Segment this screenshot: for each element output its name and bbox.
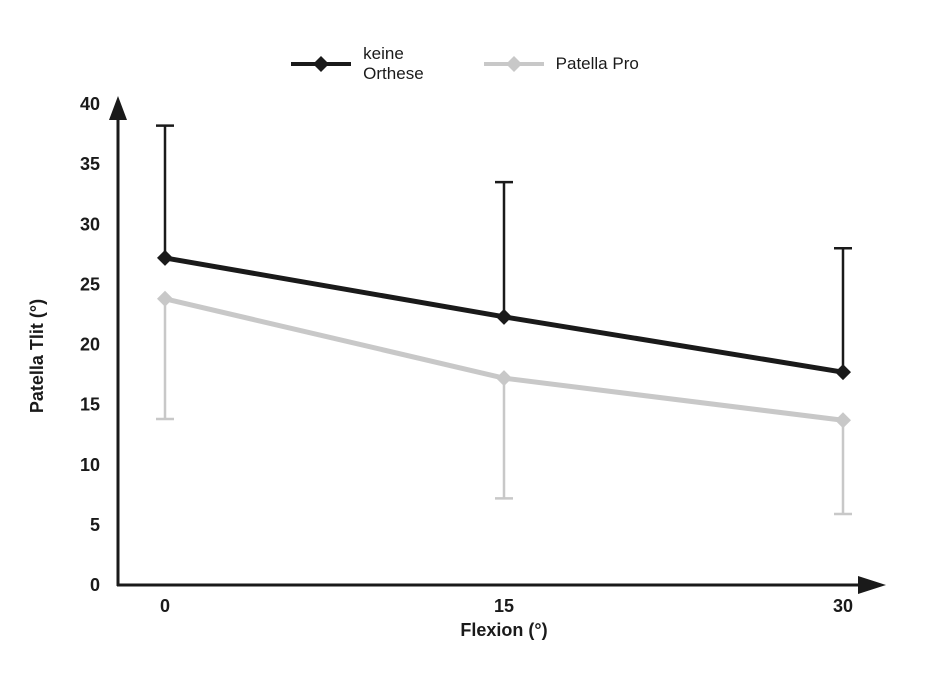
legend-label-patella-pro: Patella Pro	[555, 53, 639, 73]
y-tick-label: 30	[80, 214, 100, 234]
legend-item-keine-orthese: keine Orthese	[289, 44, 424, 83]
data-point-marker	[157, 249, 173, 266]
y-tick-label: 10	[80, 455, 100, 475]
y-tick-label: 0	[90, 575, 100, 595]
data-point-marker	[157, 290, 173, 307]
x-axis-arrow	[858, 576, 886, 594]
legend-item-patella-pro: Patella Pro	[482, 54, 639, 74]
y-tick-label: 25	[80, 274, 100, 294]
x-tick-label: 30	[833, 596, 853, 616]
y-axis-title: Patella Tlit (°)	[27, 298, 47, 414]
data-point-marker	[496, 308, 512, 325]
x-axis-title: Flexion (°)	[460, 620, 548, 640]
legend: keine Orthese Patella Pro	[0, 44, 928, 83]
legend-swatch-patella-pro	[483, 55, 544, 72]
y-tick-label: 5	[90, 515, 100, 535]
data-point-marker	[835, 412, 851, 429]
y-tick-label: 40	[80, 94, 100, 114]
data-point-marker	[835, 364, 851, 381]
data-point-marker	[496, 370, 512, 387]
y-tick-label: 35	[80, 154, 100, 174]
legend-label-keine-orthese: keine Orthese	[363, 44, 424, 83]
y-tick-label: 15	[80, 395, 100, 415]
y-axis-arrow	[109, 96, 127, 120]
legend-swatch-keine-orthese	[291, 55, 352, 72]
x-tick-label: 15	[494, 596, 514, 616]
x-tick-label: 0	[160, 596, 170, 616]
y-tick-label: 20	[80, 335, 100, 355]
